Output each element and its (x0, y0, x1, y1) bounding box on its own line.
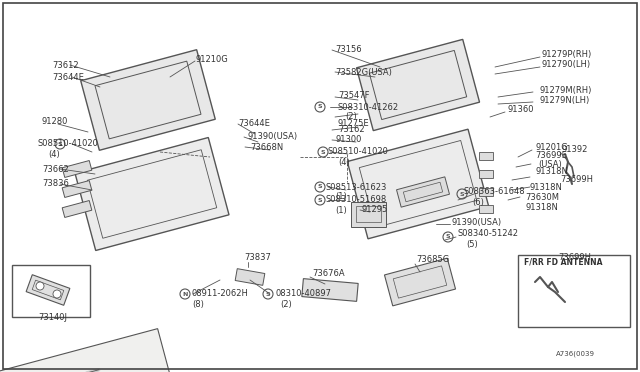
Text: 73837: 73837 (244, 253, 271, 262)
Text: A736(0039: A736(0039 (556, 351, 595, 357)
Text: 91318N: 91318N (525, 202, 558, 212)
Text: 08310-40897: 08310-40897 (275, 289, 331, 298)
Polygon shape (26, 275, 70, 305)
Text: (2): (2) (345, 112, 356, 122)
Polygon shape (81, 50, 215, 150)
Text: 73685G: 73685G (416, 256, 449, 264)
Polygon shape (397, 177, 449, 207)
Text: 73644E: 73644E (238, 119, 270, 128)
Text: 91392: 91392 (562, 145, 588, 154)
Polygon shape (479, 188, 493, 196)
Text: 91360: 91360 (508, 106, 534, 115)
Polygon shape (479, 170, 493, 178)
Text: 73699H: 73699H (558, 253, 591, 262)
Text: 73162: 73162 (338, 125, 365, 134)
Text: 73612: 73612 (52, 61, 79, 70)
Text: S08510-41020: S08510-41020 (328, 148, 389, 157)
Polygon shape (235, 269, 265, 285)
Text: F/RR FD ANTENNA: F/RR FD ANTENNA (524, 257, 602, 266)
Text: S08310-51698: S08310-51698 (325, 196, 387, 205)
Polygon shape (385, 258, 456, 306)
Text: 91318N: 91318N (535, 167, 568, 176)
Text: S: S (266, 292, 270, 296)
Text: 91295: 91295 (362, 205, 388, 215)
Text: 73676A: 73676A (312, 269, 344, 279)
Text: 73699H: 73699H (560, 176, 593, 185)
Polygon shape (62, 180, 92, 198)
Polygon shape (62, 161, 92, 177)
Text: 73630M: 73630M (525, 192, 559, 202)
Circle shape (53, 290, 61, 298)
Bar (518, 255, 630, 327)
Polygon shape (356, 39, 479, 131)
Text: 73156: 73156 (335, 45, 362, 54)
Text: (8): (8) (192, 299, 204, 308)
Text: 912790(LH): 912790(LH) (542, 61, 591, 70)
Text: S: S (317, 105, 323, 109)
Text: 91279N(LH): 91279N(LH) (540, 96, 590, 105)
Bar (12, 265, 90, 317)
Text: S08513-61623: S08513-61623 (325, 183, 387, 192)
Text: 08911-2062H: 08911-2062H (192, 289, 249, 298)
Text: S08363-61648: S08363-61648 (463, 187, 525, 196)
Polygon shape (479, 205, 493, 213)
Text: (5): (5) (466, 240, 477, 248)
Circle shape (36, 282, 44, 290)
Text: 73699E: 73699E (535, 151, 567, 160)
Text: 73668N: 73668N (250, 142, 284, 151)
Polygon shape (479, 152, 493, 160)
Text: (1): (1) (335, 205, 347, 215)
Text: (USA): (USA) (538, 160, 562, 169)
Text: 73644E: 73644E (52, 73, 84, 81)
Text: 91300: 91300 (335, 135, 362, 144)
Text: S: S (460, 192, 464, 196)
Text: 73140J: 73140J (38, 312, 67, 321)
Text: 91390(USA): 91390(USA) (452, 218, 502, 227)
Polygon shape (351, 202, 385, 227)
Text: 91275E: 91275E (338, 119, 370, 128)
Text: 91390(USA): 91390(USA) (248, 132, 298, 141)
Text: 91210G: 91210G (196, 55, 228, 64)
Text: 91280: 91280 (42, 118, 68, 126)
Text: 73582G(USA): 73582G(USA) (335, 67, 392, 77)
Text: S08510-41020: S08510-41020 (38, 140, 99, 148)
Text: (4): (4) (48, 150, 60, 158)
Text: (1): (1) (335, 192, 347, 201)
Text: S: S (317, 198, 323, 202)
Polygon shape (0, 328, 186, 372)
Text: 73547F: 73547F (338, 90, 369, 99)
Text: 91279M(RH): 91279M(RH) (540, 86, 593, 94)
Polygon shape (75, 138, 229, 250)
Text: 91279P(RH): 91279P(RH) (542, 49, 592, 58)
Text: (4): (4) (338, 157, 349, 167)
Text: 91201G: 91201G (535, 142, 568, 151)
Text: (2): (2) (280, 299, 292, 308)
Text: S: S (321, 150, 325, 154)
Text: 73836: 73836 (42, 180, 69, 189)
Text: S: S (317, 185, 323, 189)
Text: S08340-51242: S08340-51242 (458, 230, 519, 238)
Polygon shape (62, 201, 92, 218)
Text: S: S (445, 234, 451, 240)
Text: 73662: 73662 (42, 166, 68, 174)
Polygon shape (348, 129, 489, 239)
Text: N: N (182, 292, 188, 296)
Text: (6): (6) (472, 198, 484, 206)
Text: S08310-41262: S08310-41262 (338, 103, 399, 112)
Text: S: S (58, 141, 62, 147)
Text: 91318N: 91318N (530, 183, 563, 192)
Polygon shape (302, 279, 358, 301)
